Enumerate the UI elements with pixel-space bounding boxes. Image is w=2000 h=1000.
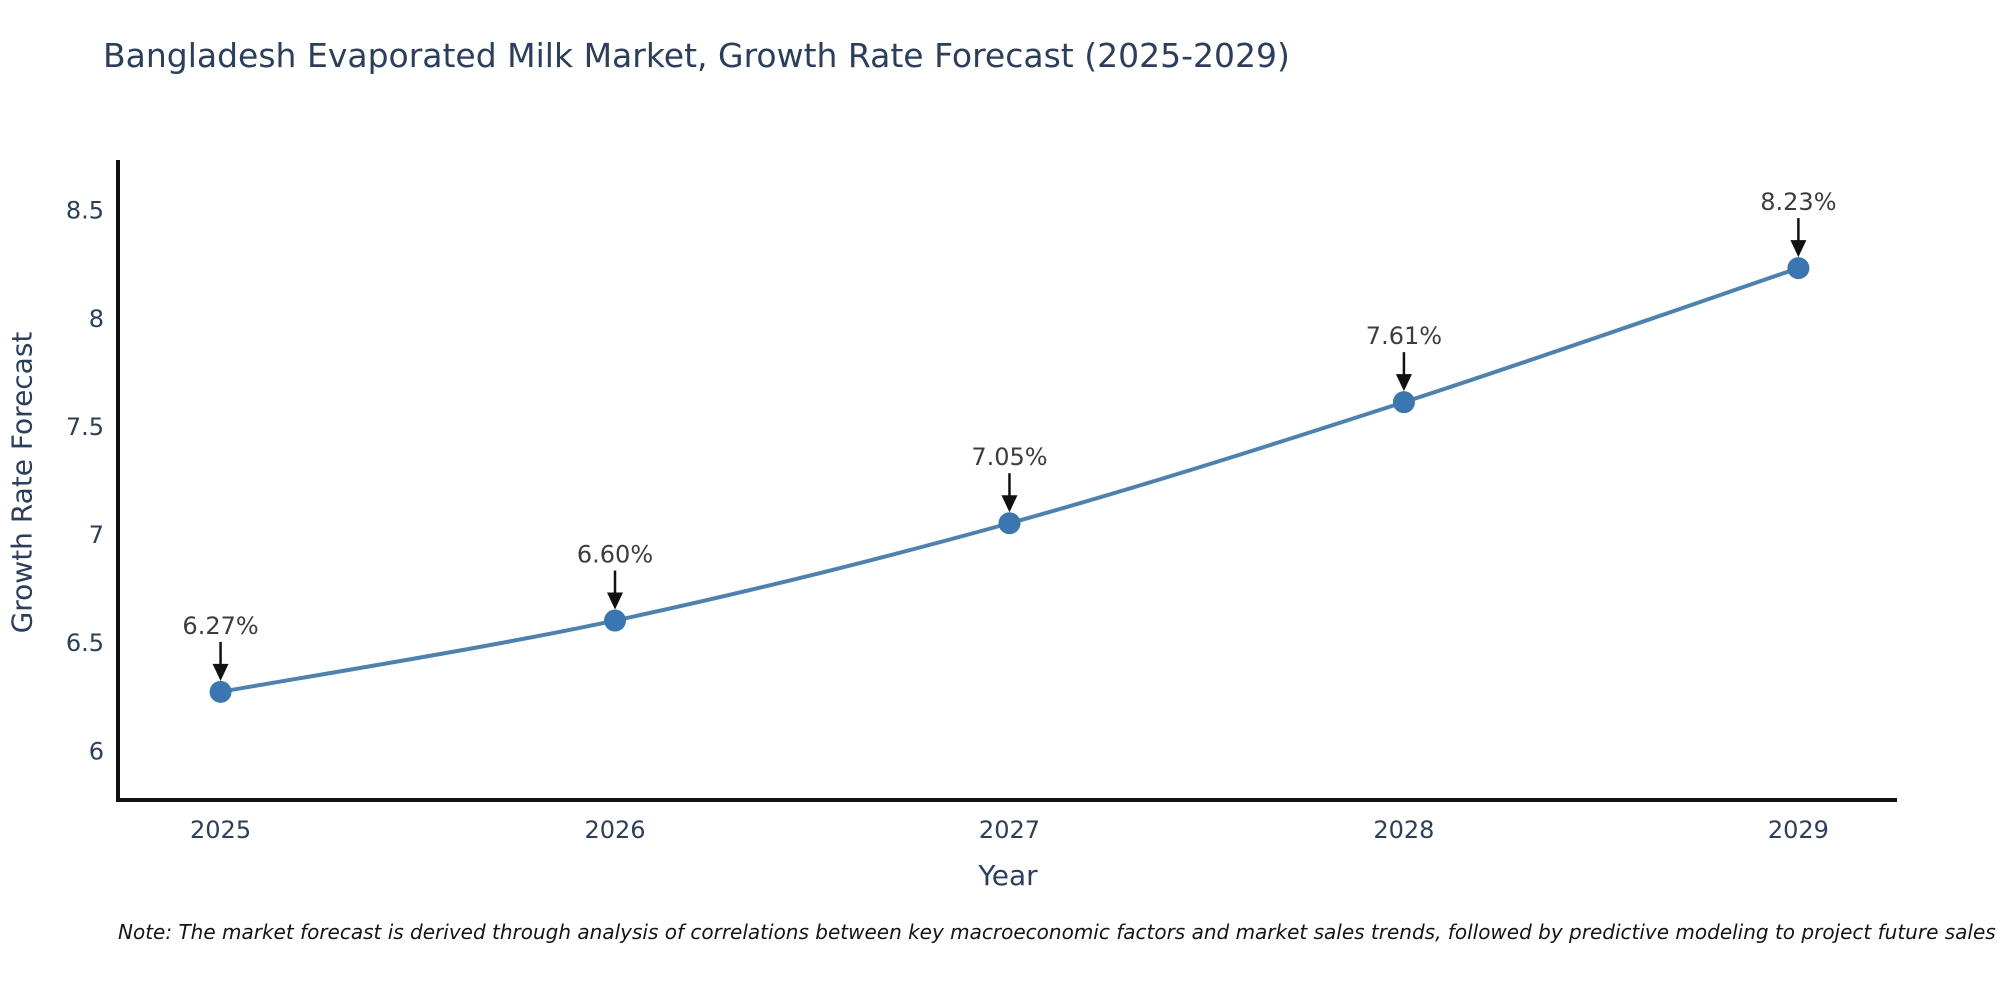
data-point[interactable]	[1392, 391, 1415, 414]
y-tick-label: 7.5	[66, 413, 104, 441]
data-point-label: 8.23%	[1760, 188, 1836, 216]
y-tick-label: 6	[89, 737, 104, 765]
data-point-label: 7.05%	[971, 443, 1047, 471]
x-tick-label: 2025	[190, 816, 251, 844]
annotation-arrowhead-icon	[1790, 240, 1807, 258]
x-tick-label: 2026	[584, 816, 645, 844]
y-tick-label: 8	[89, 305, 104, 333]
data-point-label: 6.27%	[182, 612, 258, 640]
x-tick-label: 2029	[1768, 816, 1829, 844]
annotation-arrowhead-icon	[1001, 495, 1018, 513]
annotation-arrowhead-icon	[1395, 374, 1412, 392]
annotation-arrowhead-icon	[607, 592, 624, 610]
y-axis-title: Growth Rate Forecast	[5, 331, 39, 634]
y-tick-label: 6.5	[66, 629, 104, 657]
chart-title: Bangladesh Evaporated Milk Market, Growt…	[103, 36, 1290, 75]
x-tick-label: 2028	[1373, 816, 1434, 844]
data-point[interactable]	[209, 680, 232, 703]
data-point-label: 7.61%	[1366, 322, 1442, 350]
axis-spines	[116, 160, 1897, 802]
data-point[interactable]	[1787, 257, 1810, 280]
annotation-arrowhead-icon	[212, 663, 229, 681]
x-tick-label: 2027	[979, 816, 1040, 844]
x-axis-title: Year	[978, 859, 1038, 892]
y-tick-label: 8.5	[66, 197, 104, 225]
data-point[interactable]	[998, 512, 1021, 535]
data-point[interactable]	[604, 609, 627, 632]
data-point-label: 6.60%	[577, 541, 653, 569]
y-tick-label: 7	[89, 521, 104, 549]
footnote: Note: The market forecast is derived thr…	[118, 920, 1996, 944]
